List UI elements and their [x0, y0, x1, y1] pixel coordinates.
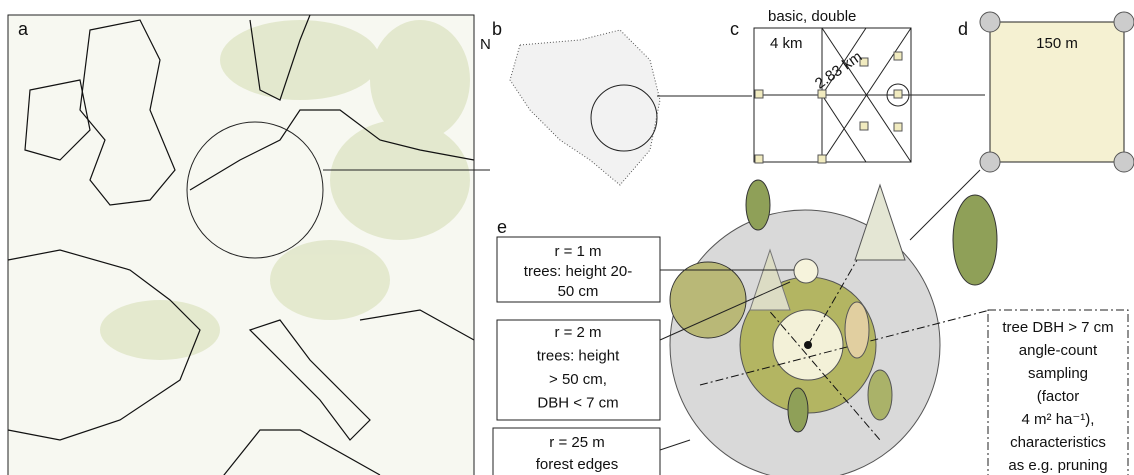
box-text: > 50 cm,: [549, 371, 607, 388]
box-text: sampling: [1028, 365, 1088, 382]
grid-title: basic, double: [768, 8, 856, 25]
panel-label: d: [958, 19, 968, 39]
figure: a N b basic, double 4 km 2.83 km c 150 m…: [0, 0, 1134, 475]
connector: [660, 440, 690, 450]
plot-r1: [794, 259, 818, 283]
box-text: 4 m² ha⁻¹),: [1022, 411, 1095, 428]
grid-diagonal: 2.83 km: [812, 48, 865, 93]
box-text: tree DBH > 7 cm: [1002, 319, 1113, 336]
box-text: 50 cm: [558, 283, 599, 300]
box-text: r = 2 m: [554, 324, 601, 341]
panel-label: b: [492, 19, 502, 39]
box-text: trees: height 20-: [524, 263, 632, 280]
box-text: as e.g. pruning: [1008, 457, 1107, 474]
panel-label: a: [18, 19, 29, 39]
box-text: angle-count: [1019, 342, 1098, 359]
box-text: trees: height: [537, 347, 620, 364]
box-text: characteristics: [1010, 434, 1106, 451]
north-label: N: [480, 36, 491, 53]
state-shape: [510, 30, 660, 185]
box-text: forest edges: [536, 456, 619, 473]
box-text: (factor: [1037, 388, 1080, 405]
box-text: DBH < 7 cm: [537, 394, 618, 411]
box-text: r = 25 m: [549, 434, 604, 451]
grid-spacing: 4 km: [770, 35, 803, 52]
panel-label: c: [730, 19, 739, 39]
box-text: r = 1 m: [554, 243, 601, 260]
plot-side: 150 m: [1036, 35, 1078, 52]
panel-label: e: [497, 217, 507, 237]
